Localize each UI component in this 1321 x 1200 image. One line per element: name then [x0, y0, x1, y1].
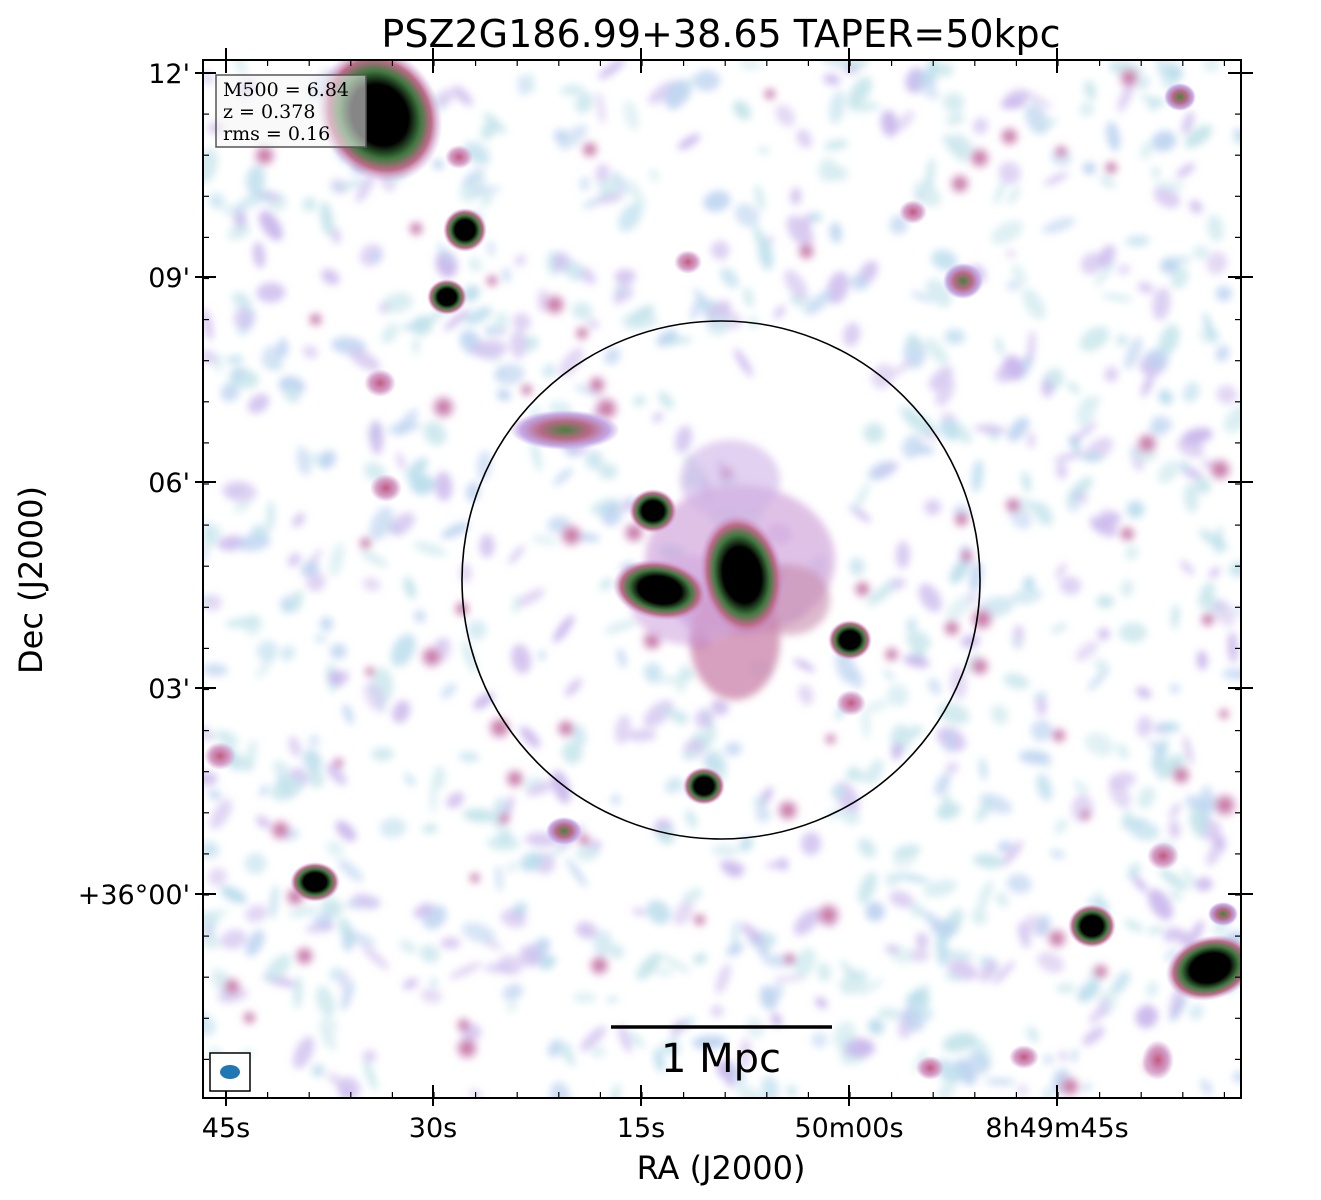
radio-source — [674, 250, 702, 274]
x-tick-label: 8h49m45s — [985, 1113, 1128, 1144]
info-box: M500 = 6.84 z = 0.378 rms = 0.16 — [215, 74, 367, 148]
radio-source — [510, 410, 620, 450]
plot-frame — [202, 59, 1242, 1099]
map-image — [203, 60, 1241, 1098]
radio-source — [1068, 904, 1116, 948]
chart-title: PSZ2G186.99+38.65 TAPER=50kpc — [381, 12, 1060, 56]
y-tick-label: 09' — [148, 263, 190, 294]
radio-source — [629, 489, 677, 533]
radio-source — [1208, 902, 1238, 926]
radio-source — [836, 690, 866, 716]
y-tick-labels: 12' 09' 06' 03' +36°00' — [78, 59, 190, 911]
axis-ticks — [195, 48, 1253, 1106]
radio-source — [204, 742, 236, 770]
y-tick-label: 03' — [148, 674, 190, 705]
r500-circle — [461, 320, 981, 840]
y-tick-label: 06' — [148, 468, 190, 499]
radio-source — [916, 1056, 944, 1080]
beam-indicator — [209, 1052, 251, 1092]
scale-bar: 1 Mpc — [611, 1025, 832, 1082]
radio-source — [443, 208, 487, 252]
radio-source — [943, 263, 983, 299]
radio-source — [290, 862, 340, 902]
radio-source — [364, 369, 396, 397]
point-sources — [204, 60, 1241, 1080]
radio-source — [1164, 83, 1196, 111]
radio-source — [370, 474, 402, 502]
radio-source — [699, 513, 785, 637]
radio-source — [899, 200, 927, 224]
radio-source — [546, 817, 582, 845]
radio-source — [1147, 842, 1179, 870]
x-tick-labels: 45s 30s 15s 50m00s 8h49m45s — [202, 1113, 1129, 1144]
radio-source — [683, 767, 725, 805]
y-tick-label: 12' — [148, 59, 190, 90]
radio-source — [1009, 1045, 1039, 1069]
m500-label: M500 = 6.84 — [223, 79, 349, 101]
y-tick-label: +36°00' — [78, 880, 190, 911]
x-axis-label: RA (J2000) — [637, 1149, 806, 1187]
radio-source — [1165, 934, 1241, 1002]
radio-source — [1142, 1040, 1174, 1080]
x-tick-label: 45s — [202, 1113, 250, 1144]
x-tick-label: 30s — [409, 1113, 457, 1144]
radio-source — [828, 620, 872, 660]
y-axis-label: Dec (J2000) — [12, 486, 50, 674]
radio-source — [445, 145, 473, 169]
rms-label: rms = 0.16 — [223, 123, 330, 145]
radio-source — [427, 279, 467, 315]
redshift-label: z = 0.378 — [223, 101, 315, 123]
x-tick-label: 15s — [617, 1113, 665, 1144]
scale-bar-label: 1 Mpc — [661, 1036, 781, 1082]
radio-source — [612, 559, 708, 621]
x-tick-label: 50m00s — [794, 1113, 903, 1144]
